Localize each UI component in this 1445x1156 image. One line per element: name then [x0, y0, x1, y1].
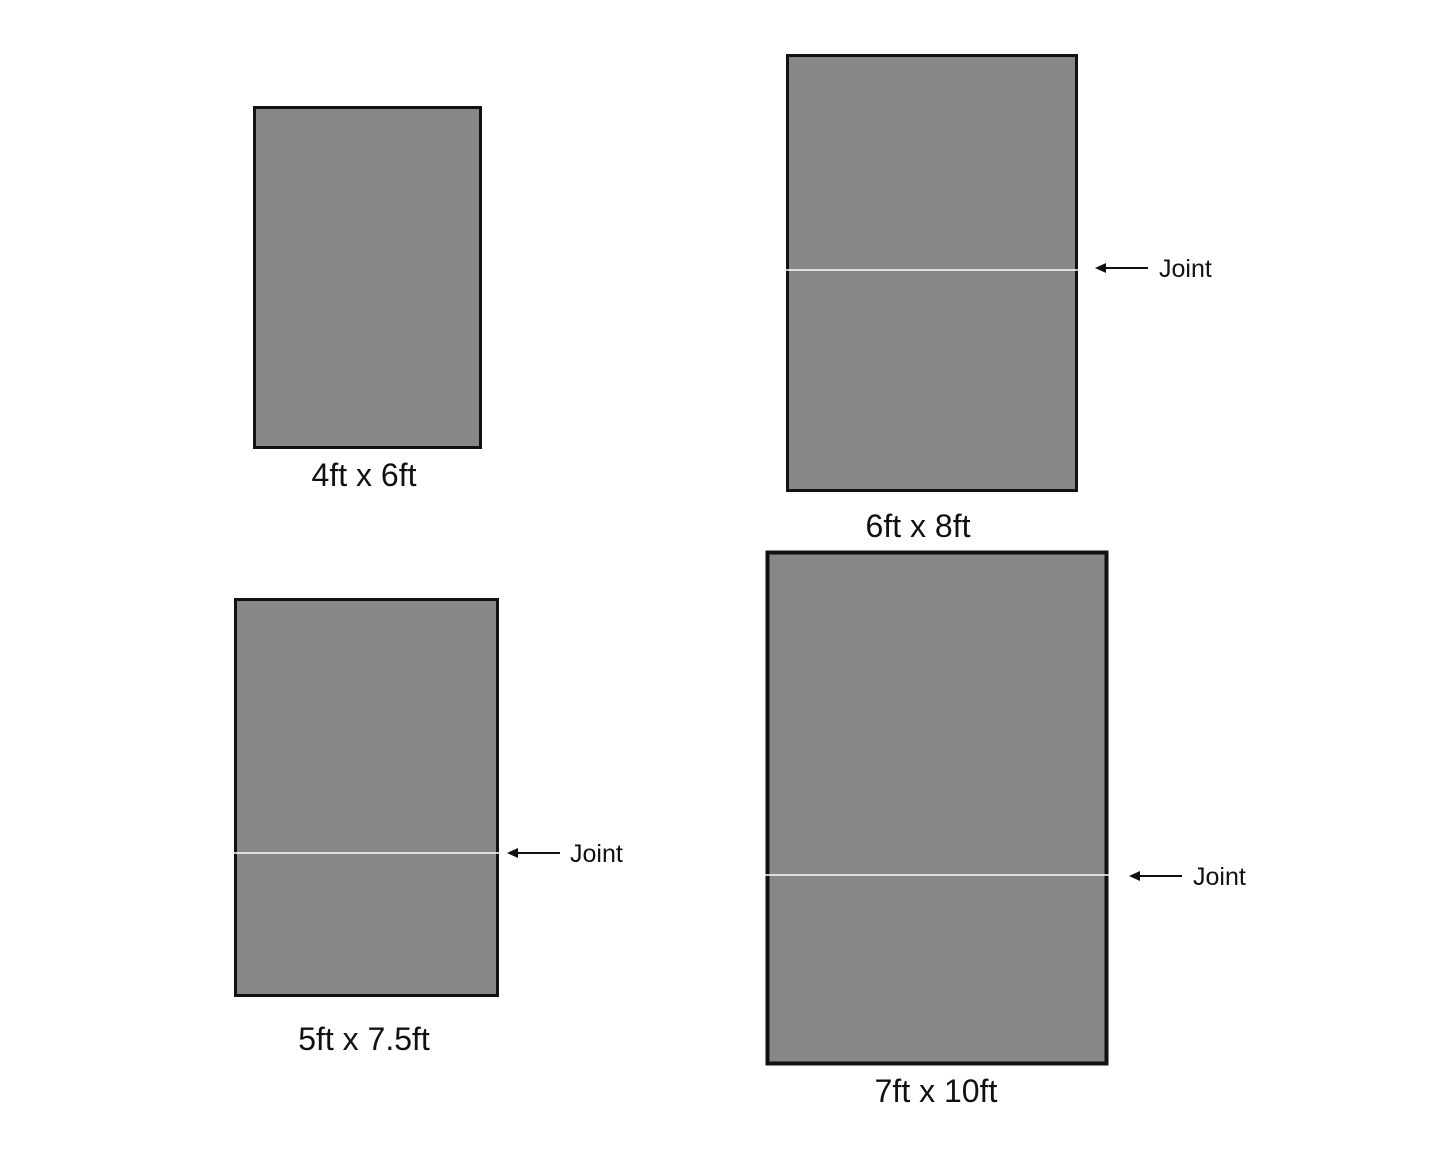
joint-label: Joint	[570, 840, 623, 868]
arrow-left-icon	[1129, 871, 1182, 881]
arrow-left-icon	[507, 848, 560, 858]
panel-7x10: Joint 7ft x 10ft	[764, 550, 1246, 1109]
panel-size-label: 7ft x 10ft	[875, 1073, 998, 1109]
panel-4x6: 4ft x 6ft	[253, 106, 482, 493]
panel-6x8: Joint 6ft x 8ft	[784, 54, 1212, 544]
joint-label: Joint	[1159, 255, 1212, 283]
panel-size-label: 4ft x 6ft	[312, 457, 417, 493]
joint-label: Joint	[1193, 863, 1246, 891]
arrow-left-icon	[1095, 263, 1148, 273]
panel-5x7.5: Joint 5ft x 7.5ft	[232, 598, 623, 1057]
panel-rect	[234, 598, 499, 997]
panel-rect	[765, 550, 1109, 1066]
panel-size-label: 6ft x 8ft	[866, 508, 971, 544]
panel-rect	[786, 54, 1078, 492]
panel-rect	[253, 106, 482, 449]
panel-size-label: 5ft x 7.5ft	[298, 1021, 430, 1057]
